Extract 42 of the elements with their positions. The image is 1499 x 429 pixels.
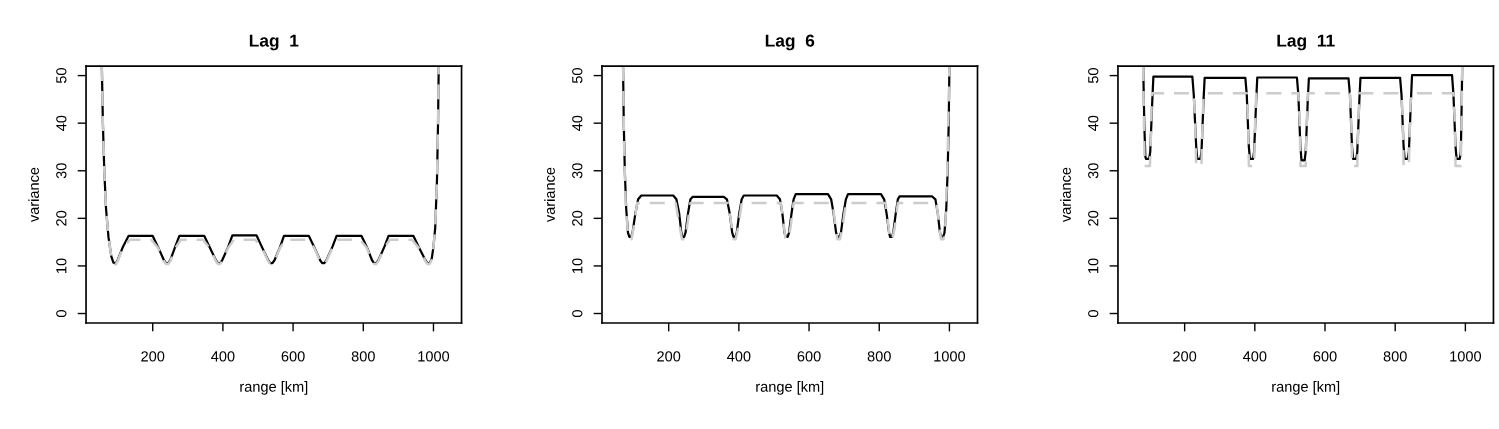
x-tick-label: 800 bbox=[1383, 351, 1407, 362]
y-tick-label: 0 bbox=[572, 310, 583, 317]
x-tick-label: 600 bbox=[797, 351, 821, 362]
y-axis-title: variance bbox=[1060, 167, 1071, 223]
y-axis-title: variance bbox=[28, 167, 40, 223]
x-tick-label: 400 bbox=[1242, 351, 1267, 362]
y-tick-label: 10 bbox=[56, 258, 67, 273]
y-tick-label: 0 bbox=[56, 310, 67, 317]
y-tick-label: 20 bbox=[572, 210, 583, 226]
x-tick-label: 400 bbox=[211, 351, 235, 362]
x-tick-label: 200 bbox=[141, 351, 165, 362]
chart-title: Lag 6 bbox=[765, 34, 815, 51]
x-tick-label: 800 bbox=[351, 351, 375, 362]
y-tick-label: 10 bbox=[1088, 258, 1099, 273]
y-tick-label: 20 bbox=[1088, 210, 1099, 226]
x-tick-label: 200 bbox=[1173, 351, 1197, 362]
y-tick-label: 40 bbox=[1088, 115, 1099, 131]
chart-title: Lag 1 bbox=[249, 34, 299, 51]
y-tick-label: 40 bbox=[572, 115, 583, 131]
x-tick-label: 800 bbox=[867, 351, 891, 362]
x-tick-label: 600 bbox=[1313, 351, 1337, 362]
x-tick-label: 1000 bbox=[1450, 351, 1482, 362]
chart-title: Lag 11 bbox=[1277, 34, 1335, 51]
x-tick-label: 1000 bbox=[418, 351, 450, 362]
y-tick-label: 50 bbox=[1088, 68, 1099, 84]
y-axis-title: variance bbox=[544, 167, 555, 223]
x-axis-title: range [km] bbox=[756, 381, 824, 395]
x-tick-label: 1000 bbox=[934, 351, 966, 362]
y-tick-label: 30 bbox=[56, 163, 67, 179]
y-tick-label: 10 bbox=[572, 258, 583, 273]
x-tick-label: 400 bbox=[727, 351, 751, 362]
y-tick-label: 30 bbox=[1088, 163, 1099, 179]
x-axis-title: range [km] bbox=[240, 381, 308, 395]
x-tick-label: 600 bbox=[281, 351, 305, 362]
y-tick-label: 40 bbox=[56, 115, 67, 131]
x-axis-title: range [km] bbox=[1272, 381, 1340, 395]
x-tick-label: 200 bbox=[657, 351, 681, 362]
y-tick-label: 30 bbox=[572, 163, 583, 179]
y-tick-label: 50 bbox=[572, 68, 583, 84]
y-tick-label: 50 bbox=[56, 68, 67, 84]
y-tick-label: 20 bbox=[56, 210, 67, 226]
y-tick-label: 0 bbox=[1088, 310, 1099, 317]
